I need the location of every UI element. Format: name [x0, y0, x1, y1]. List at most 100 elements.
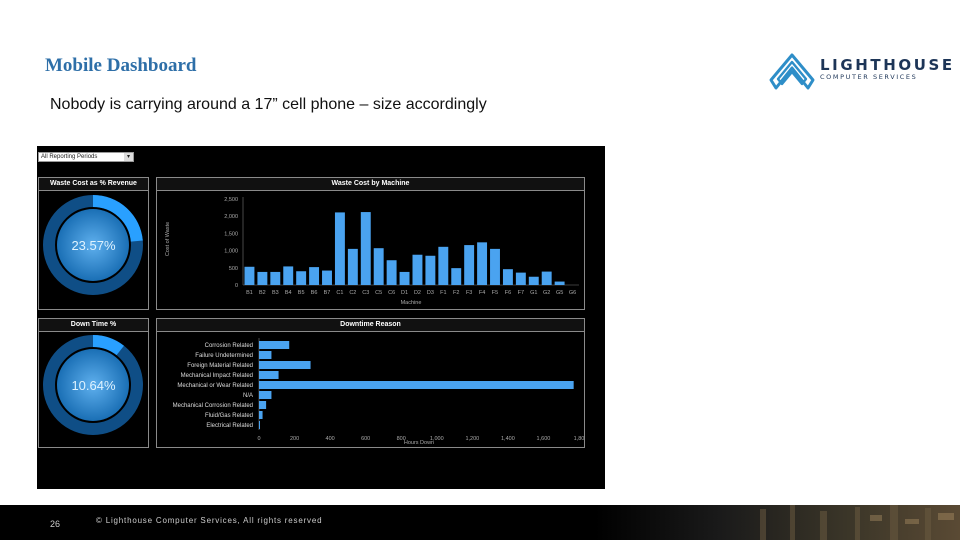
- downtime-xtick: 1,000: [430, 436, 444, 442]
- downtime-xtick: 1,200: [465, 436, 479, 442]
- waste-bar[interactable]: [528, 276, 539, 285]
- downtime-xtick: 200: [290, 436, 299, 442]
- waste-bar[interactable]: [334, 212, 345, 285]
- logo-tagline: COMPUTER SERVICES: [820, 73, 918, 81]
- waste-gauge-face: [57, 209, 129, 281]
- waste-xtick: G6: [569, 290, 576, 296]
- downtime-xtick: 600: [361, 436, 370, 442]
- downtime-category: Failure Undetermined: [195, 353, 253, 359]
- period-select[interactable]: All Reporting Periods ▾: [38, 152, 134, 162]
- waste-bar[interactable]: [502, 269, 513, 285]
- waste-bar[interactable]: [541, 271, 552, 285]
- downtime-bar[interactable]: [259, 401, 267, 409]
- waste-xtick: B3: [272, 290, 279, 296]
- downtime-bar[interactable]: [259, 341, 290, 349]
- page-number: 26: [50, 519, 61, 529]
- dashboard-screenshot: All Reporting Periods ▾ Waste Cost as % …: [37, 146, 605, 489]
- waste-xtick: C3: [362, 290, 369, 296]
- waste-bar[interactable]: [386, 260, 397, 285]
- downtime-xtick: 1,600: [537, 436, 551, 442]
- downtime-xlabel: Hours Down: [404, 440, 434, 446]
- waste-bar[interactable]: [477, 242, 488, 285]
- waste-xtick: B4: [285, 290, 292, 296]
- waste-cost-chart: Cost of Waste Machine 2,500 2,000 1,500 1,0…: [165, 197, 579, 306]
- downtime-bar[interactable]: [259, 381, 574, 389]
- waste-gauge: [43, 195, 143, 295]
- copyright-text: © Lighthouse Computer Services, All righ…: [96, 516, 323, 525]
- waste-bar[interactable]: [373, 248, 384, 285]
- downtime-bar[interactable]: [259, 361, 311, 369]
- waste-bar[interactable]: [257, 271, 268, 285]
- waste-xlabel: Machine: [401, 300, 422, 306]
- waste-bar[interactable]: [283, 266, 294, 285]
- waste-bar[interactable]: [490, 248, 500, 285]
- waste-bar[interactable]: [464, 245, 475, 285]
- waste-gauge-title: Waste Cost as % Revenue: [39, 178, 148, 191]
- downtime-bar[interactable]: [259, 391, 272, 399]
- logo-name: LIGHTHOUSE: [820, 56, 955, 74]
- waste-bar[interactable]: [347, 248, 358, 285]
- waste-bar[interactable]: [309, 267, 320, 285]
- slide-title: Mobile Dashboard: [45, 55, 197, 76]
- waste-xtick: D3: [427, 290, 434, 296]
- waste-xtick: B2: [259, 290, 266, 296]
- waste-bar[interactable]: [270, 271, 281, 285]
- downtime-gauge-value: 10.64%: [71, 378, 116, 393]
- waste-cost-panel: Waste Cost by Machine Cost of Waste Mach…: [156, 177, 585, 310]
- downtime-category: Corrosion Related: [205, 343, 253, 349]
- building-photo: [760, 505, 954, 540]
- waste-xtick: B1: [246, 290, 253, 296]
- waste-xtick: G5: [556, 290, 563, 296]
- waste-bar[interactable]: [412, 254, 423, 285]
- lighthouse-waves-icon: [769, 53, 815, 90]
- waste-xtick: F4: [479, 290, 485, 296]
- downtime-xtick: 800: [397, 436, 406, 442]
- waste-gauge-value: 23.57%: [71, 238, 116, 253]
- waste-bar[interactable]: [515, 272, 526, 285]
- downtime-bar[interactable]: [259, 421, 260, 429]
- waste-ytick: 2,000: [224, 214, 238, 220]
- chevron-down-icon[interactable]: ▾: [124, 153, 133, 161]
- waste-xtick: C6: [388, 290, 395, 296]
- downtime-bar[interactable]: [259, 411, 263, 419]
- waste-xtick: C5: [375, 290, 382, 296]
- waste-bar[interactable]: [296, 271, 307, 285]
- waste-xtick: G1: [530, 290, 537, 296]
- waste-gauge-panel: Waste Cost as % Revenue 23.57%: [38, 177, 149, 310]
- waste-bar[interactable]: [399, 271, 410, 285]
- waste-xtick: B5: [298, 290, 305, 296]
- downtime-gauge: [43, 335, 143, 435]
- waste-xtick: F2: [453, 290, 459, 296]
- downtime-xtick: 1,400: [501, 436, 515, 442]
- downtime-xtick: 400: [326, 436, 335, 442]
- waste-xtick: B7: [324, 290, 331, 296]
- waste-xtick: F6: [505, 290, 511, 296]
- downtime-bar[interactable]: [259, 371, 279, 379]
- downtime-xtick: 0: [257, 436, 260, 442]
- period-select-value: All Reporting Periods: [41, 154, 98, 160]
- waste-gauge-fill: [92, 195, 143, 242]
- downtime-gauge-fill: [92, 335, 124, 356]
- waste-xtick: F5: [492, 290, 498, 296]
- downtime-category: Mechanical Corrosion Related: [173, 403, 253, 409]
- waste-xtick: D1: [401, 290, 408, 296]
- waste-bar[interactable]: [451, 268, 462, 285]
- waste-bar[interactable]: [438, 246, 449, 285]
- waste-bar[interactable]: [322, 270, 332, 285]
- downtime-reason-panel: Downtime Reason Hours Down Corrosion Rel…: [156, 318, 585, 448]
- waste-bar[interactable]: [554, 281, 565, 285]
- waste-cost-title: Waste Cost by Machine: [157, 178, 584, 191]
- waste-bar[interactable]: [360, 212, 371, 285]
- waste-ylabel: Cost of Waste: [165, 222, 171, 256]
- waste-xtick: G2: [543, 290, 550, 296]
- waste-xtick: C2: [349, 290, 356, 296]
- slide-subtitle: Nobody is carrying around a 17” cell pho…: [50, 96, 487, 113]
- downtime-bar[interactable]: [259, 351, 272, 359]
- lighthouse-logo: LIGHTHOUSE COMPUTER SERVICES: [768, 50, 952, 92]
- waste-xtick: C1: [336, 290, 343, 296]
- waste-bar[interactable]: [244, 266, 255, 285]
- downtime-reason-chart: Hours Down Corrosion Related Failure Unde…: [173, 338, 584, 446]
- waste-bar[interactable]: [425, 255, 436, 285]
- downtime-xtick: 1,80: [574, 436, 584, 442]
- downtime-category: Fluid/Gas Related: [205, 413, 253, 419]
